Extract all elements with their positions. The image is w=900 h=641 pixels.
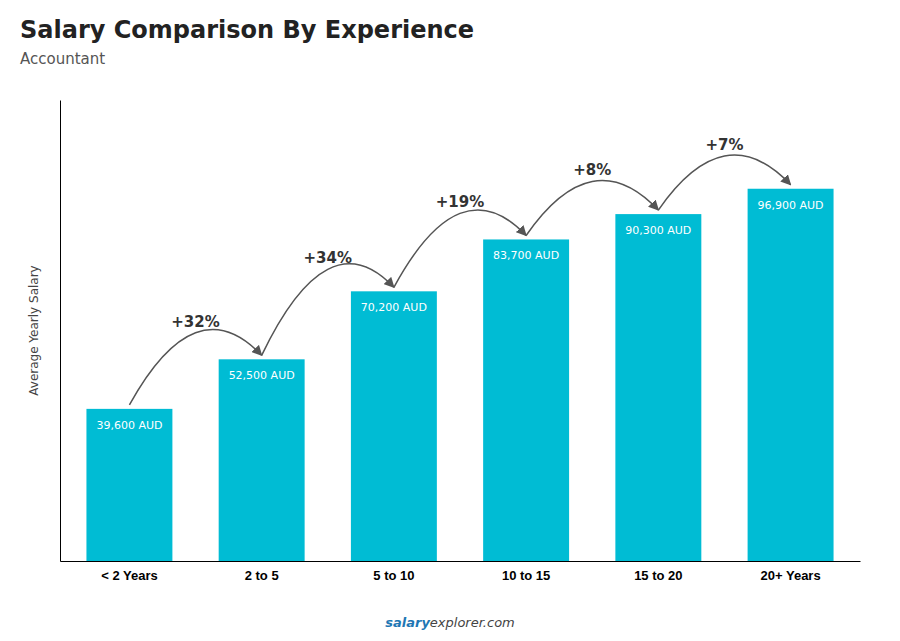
- change-arrow: [526, 180, 658, 235]
- plot: < 2 Years 2 to 5 5 to 10 10 to 15 15 to 20 20…: [61, 101, 861, 584]
- data-label: 39,600 AUD: [96, 419, 162, 432]
- x-tick-label: 2 to 5: [245, 568, 279, 583]
- bar: [748, 189, 834, 561]
- change-label: +8%: [573, 161, 611, 179]
- data-label: 96,900 AUD: [758, 199, 824, 212]
- x-tick: < 2 Years: [101, 568, 158, 583]
- footer: salaryexplorer.com: [385, 615, 515, 630]
- y-axis-title: Average Yearly Salary: [27, 265, 41, 395]
- change-label: +19%: [436, 193, 484, 211]
- data-label: 70,200 AUD: [361, 301, 427, 314]
- bar: [483, 239, 569, 561]
- change-label: +34%: [304, 249, 352, 267]
- data-label: 83,700 AUD: [493, 249, 559, 262]
- x-tick: 2 to 5: [245, 568, 279, 583]
- change-arrow: [129, 329, 261, 404]
- x-tick: 15 to 20: [634, 568, 682, 583]
- change-label: +7%: [705, 136, 743, 154]
- change-arrow: [658, 155, 790, 210]
- bar: [219, 359, 305, 561]
- bar: [615, 214, 701, 561]
- x-axis-line: [61, 561, 861, 562]
- bars: [86, 189, 833, 561]
- change-arrow: [262, 264, 394, 356]
- x-tick-label: < 2 Years: [101, 568, 158, 583]
- footer-part: salary: [385, 615, 430, 630]
- title: Salary Comparison By Experience: [20, 16, 474, 44]
- subtitle: Accountant: [20, 50, 105, 68]
- data-labels: 39,600 AUD 52,500 AUD 70,200 AUD 83,700 AUD…: [96, 199, 823, 432]
- x-tick-label: 5 to 10: [373, 568, 414, 583]
- chart: Salary Comparison By Experience Accountan…: [0, 0, 900, 641]
- x-tick: 20+ Years: [761, 568, 821, 583]
- data-label: 52,500 AUD: [229, 369, 295, 382]
- x-axis: < 2 Years 2 to 5 5 to 10 10 to 15 15 to 20 20…: [61, 562, 861, 584]
- x-tick-label: 15 to 20: [634, 568, 682, 583]
- change-annotations: +32% +34% +19% +8% +7%: [129, 136, 790, 405]
- x-tick: 10 to 15: [502, 568, 550, 583]
- bar: [86, 409, 172, 561]
- x-tick-label: 10 to 15: [502, 568, 550, 583]
- y-axis-line: [60, 101, 61, 562]
- bar: [351, 291, 437, 561]
- change-label: +32%: [171, 313, 219, 331]
- change-arrow: [394, 210, 526, 287]
- footer-part: explorer.com: [430, 615, 515, 630]
- data-label: 90,300 AUD: [625, 224, 691, 237]
- x-tick: 5 to 10: [373, 568, 414, 583]
- y-axis: [60, 101, 61, 562]
- x-tick-label: 20+ Years: [761, 568, 821, 583]
